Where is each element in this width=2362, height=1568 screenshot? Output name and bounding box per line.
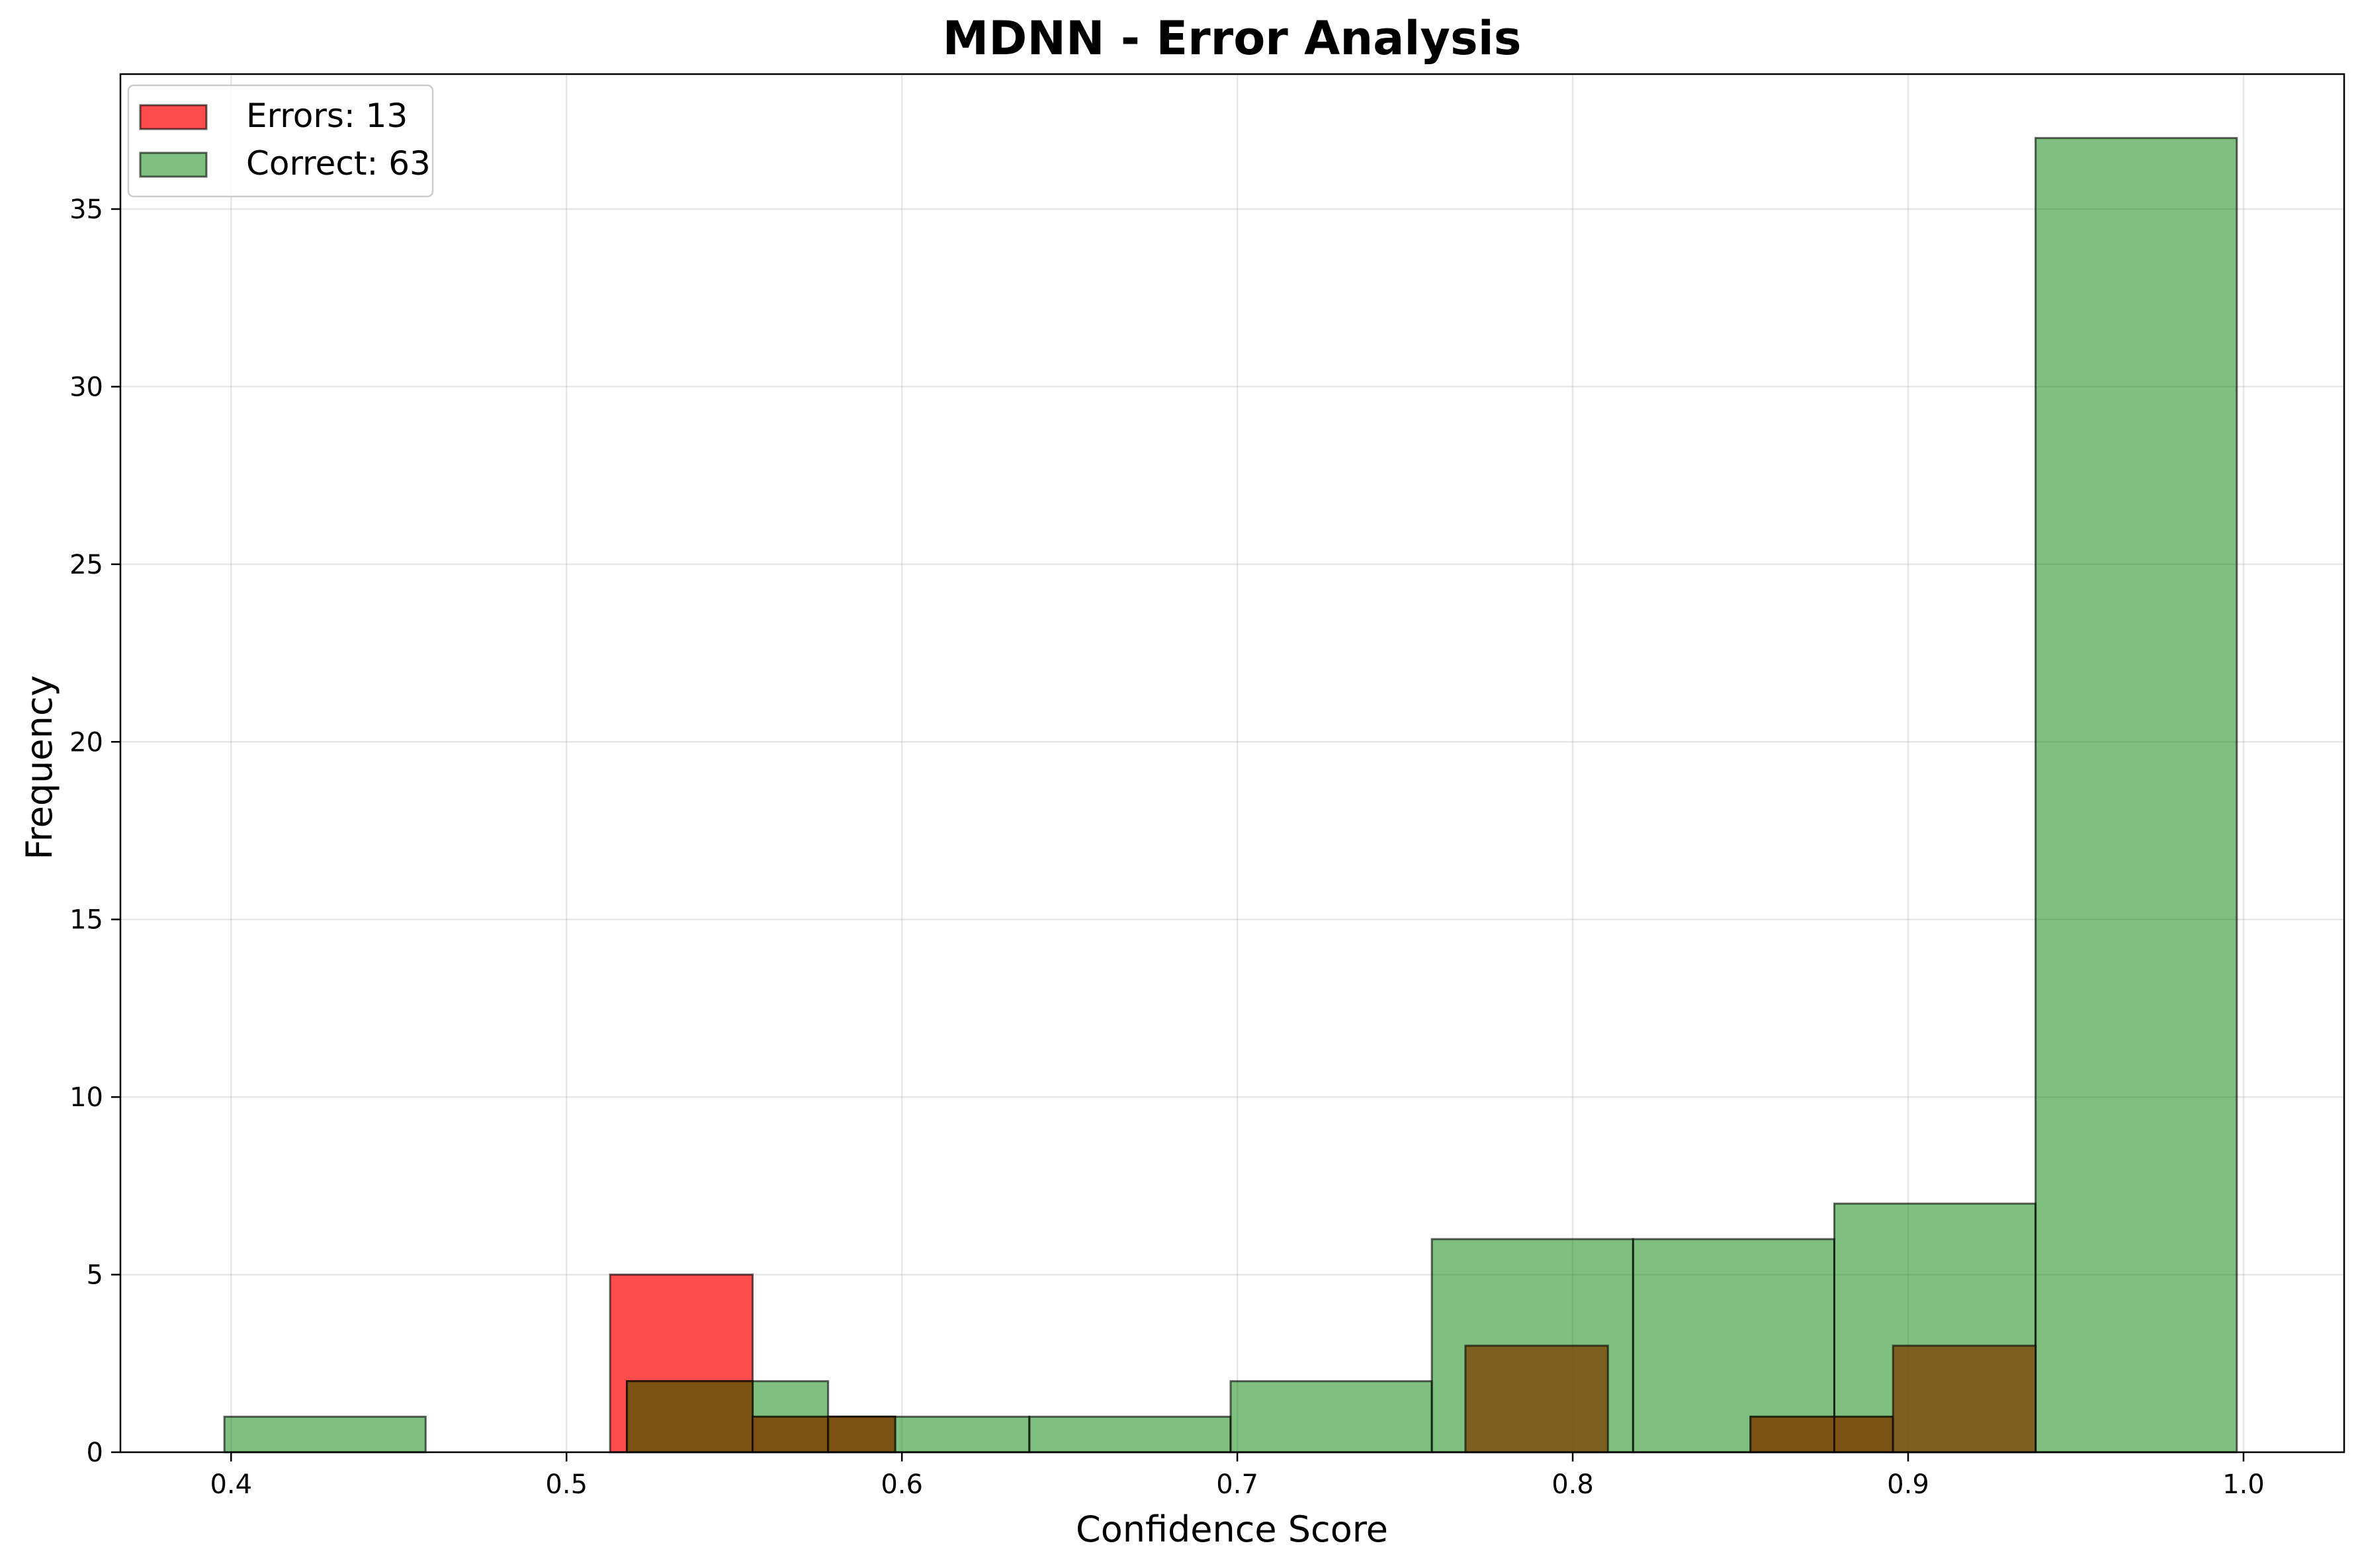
histogram-bar — [1464, 1344, 1609, 1454]
x-tick-label: 1.0 — [2222, 1469, 2265, 1500]
x-tick-label: 0.5 — [545, 1469, 588, 1500]
histogram-bar — [1892, 1344, 2037, 1454]
x-tick-label: 0.7 — [1216, 1469, 1258, 1500]
histogram-bar — [1028, 1415, 1232, 1454]
histogram-bar — [1833, 1415, 1894, 1454]
legend-label: Correct: 63 — [246, 144, 431, 183]
x-tick-label: 0.9 — [1887, 1469, 1929, 1500]
legend-label: Errors: 13 — [246, 97, 408, 135]
axis-ticks: 0.4 0.5 0.6 0.7 0.8 0.9 1.0 0 5 10 15 20 25 30 35 — [69, 195, 2265, 1500]
histogram-bar — [827, 1415, 897, 1454]
histogram-bar — [625, 1380, 754, 1454]
x-tick-label: 0.8 — [1552, 1469, 1594, 1500]
y-tick-label: 5 — [87, 1260, 103, 1291]
histogram-bar — [752, 1415, 830, 1454]
x-tick-label: 0.6 — [881, 1469, 923, 1500]
plot-frame — [119, 73, 2345, 1454]
chart-title: MDNN - Error Analysis — [943, 11, 1522, 65]
histogram-bars — [223, 137, 2238, 1454]
y-tick-label: 10 — [69, 1082, 103, 1113]
y-axis-label: Frequency — [19, 675, 60, 860]
legend: Errors: 13 Correct: 63 — [127, 84, 434, 198]
y-tick-label: 30 — [69, 372, 103, 402]
y-tick-label: 25 — [69, 550, 103, 580]
y-tick-label: 0 — [87, 1438, 103, 1468]
series-2 — [625, 1344, 2037, 1454]
histogram-bar — [1749, 1415, 1835, 1454]
legend-swatch — [139, 104, 208, 130]
y-tick-label: 20 — [69, 727, 103, 758]
x-tick-label: 0.4 — [210, 1469, 252, 1500]
y-tick-label: 35 — [69, 195, 103, 225]
legend-swatch — [139, 152, 208, 178]
y-tick-label: 15 — [69, 905, 103, 936]
x-axis-label: Confidence Score — [1076, 1508, 1388, 1550]
histogram-bar — [1229, 1380, 1433, 1454]
histogram-bar — [223, 1415, 427, 1454]
histogram-bar — [2034, 137, 2238, 1454]
